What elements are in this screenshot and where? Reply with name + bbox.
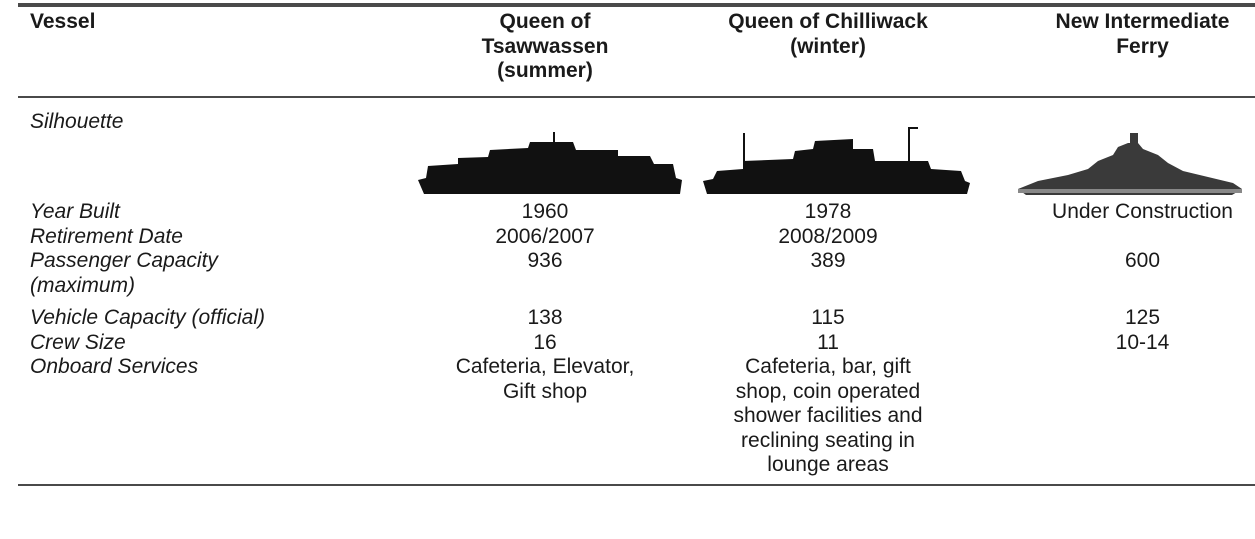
row-label: Year Built bbox=[30, 200, 390, 225]
table-cell: Cafeteria, Elevator, Gift shop bbox=[395, 355, 695, 404]
top-rule bbox=[18, 3, 1255, 7]
table-cell: 2008/2009 bbox=[697, 225, 959, 250]
silhouette-chilliwack bbox=[703, 125, 971, 196]
table-cell: 1960 bbox=[395, 200, 695, 225]
table-cell: 115 bbox=[697, 306, 959, 331]
table-cell: Under Construction bbox=[1030, 200, 1255, 225]
table-cell: 936 bbox=[395, 249, 695, 274]
table-cell: 138 bbox=[395, 306, 695, 331]
header-rule bbox=[18, 96, 1255, 98]
row-label: Onboard Services bbox=[30, 355, 390, 380]
table-cell: 125 bbox=[1030, 306, 1255, 331]
row-label: Vehicle Capacity (official) bbox=[30, 306, 390, 331]
table-cell: 600 bbox=[1030, 249, 1255, 274]
page: Vessel Queen of Tsawwassen (summer) Quee… bbox=[0, 0, 1255, 539]
bottom-rule bbox=[18, 484, 1255, 486]
table-cell: 1978 bbox=[697, 200, 959, 225]
table-cell: 16 bbox=[395, 331, 695, 356]
table-cell: 11 bbox=[697, 331, 959, 356]
table-cell: Cafeteria, bar, gift shop, coin operated… bbox=[697, 355, 959, 478]
row-label: Silhouette bbox=[30, 110, 390, 135]
header-cell: Queen of Chilliwack (winter) bbox=[697, 10, 959, 59]
table-cell: 2006/2007 bbox=[395, 225, 695, 250]
table-cell: 10-14 bbox=[1030, 331, 1255, 356]
silhouette-tsawwassen bbox=[418, 130, 683, 196]
header-cell: New Intermediate Ferry bbox=[1030, 10, 1255, 59]
table-cell: 389 bbox=[697, 249, 959, 274]
row-label: Passenger Capacity (maximum) bbox=[30, 249, 390, 298]
header-cell: Vessel bbox=[30, 10, 390, 35]
row-label: Crew Size bbox=[30, 331, 390, 356]
row-label: Retirement Date bbox=[30, 225, 390, 250]
header-cell: Queen of Tsawwassen (summer) bbox=[395, 10, 695, 84]
silhouette-new-ferry bbox=[1018, 125, 1243, 196]
